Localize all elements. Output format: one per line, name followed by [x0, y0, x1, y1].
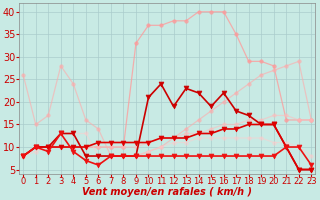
X-axis label: Vent moyen/en rafales ( km/h ): Vent moyen/en rafales ( km/h )	[82, 187, 252, 197]
